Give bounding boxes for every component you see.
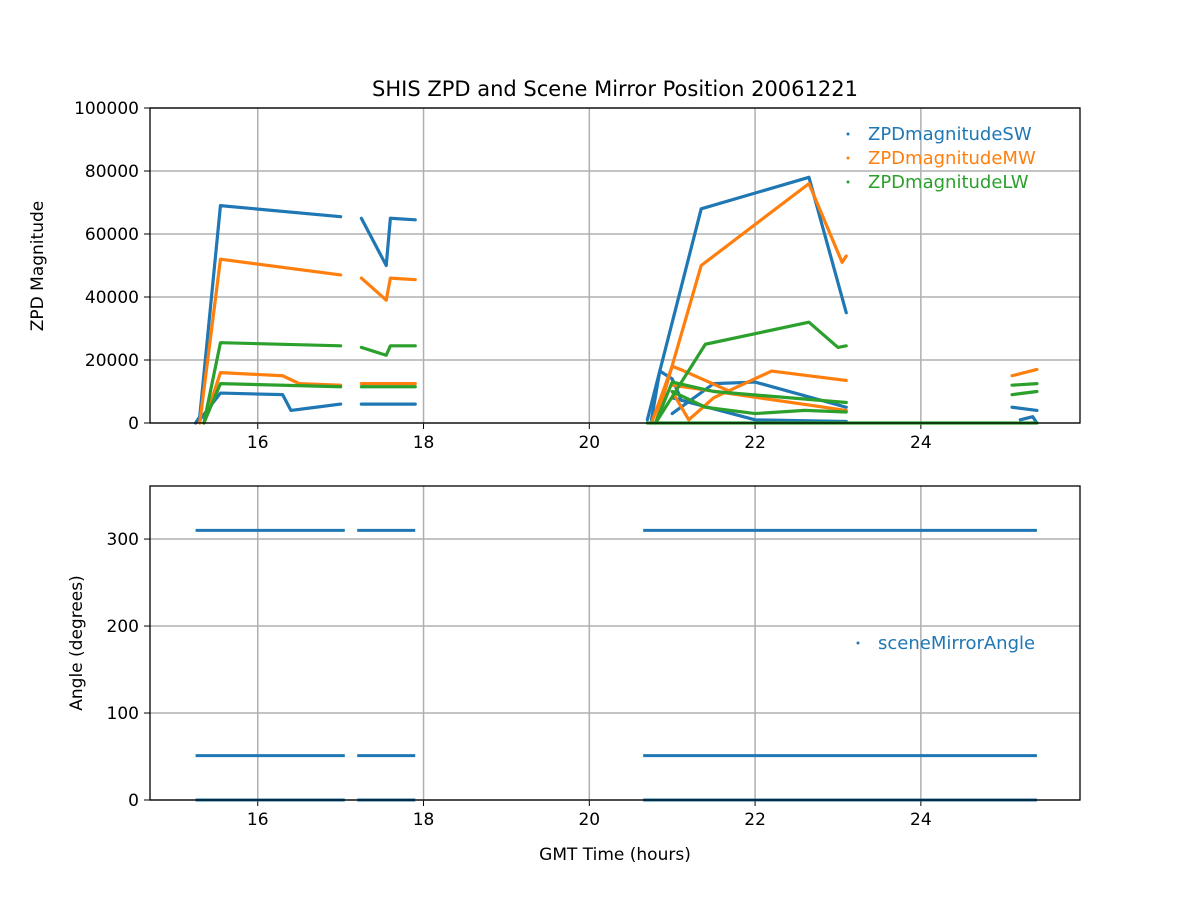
y-tick-label: 100 — [107, 704, 139, 724]
series-ZPDmagnitudeSW-trace — [1018, 415, 1039, 425]
x-tick-label: 16 — [247, 810, 269, 830]
x-tick-label: 24 — [910, 810, 932, 830]
series-ZPDmagnitudeLW-trace — [654, 380, 848, 425]
x-tick-label: 22 — [744, 810, 766, 830]
series-ZPDmagnitudeSW-trace — [198, 391, 343, 422]
y-tick-label: 40000 — [85, 288, 139, 308]
series-ZPDmagnitudeLW-trace — [1010, 382, 1039, 387]
legend-label: ZPDmagnitudeMW — [868, 148, 1036, 169]
legend-marker — [846, 180, 850, 184]
axes-frame — [149, 485, 1081, 801]
legend-label: ZPDmagnitudeSW — [868, 124, 1032, 145]
y-tick-label: 0 — [128, 791, 139, 811]
x-tick-label: 16 — [247, 433, 269, 453]
series-ZPDmagnitudeMW-trace — [654, 182, 848, 425]
y-tick-label: 80000 — [85, 162, 139, 182]
legend-marker — [846, 132, 850, 136]
axes-frame — [149, 107, 1081, 424]
x-tick-label: 22 — [744, 433, 766, 453]
y-tick-label: 100000 — [74, 99, 139, 119]
top-y-axis-label: ZPD Magnitude — [28, 201, 48, 331]
series-ZPDmagnitudeSW-trace — [670, 380, 848, 416]
x-tick-label: 18 — [413, 433, 435, 453]
series-ZPDmagnitudeSW-trace — [193, 204, 343, 425]
series-ZPDmagnitudeLW-trace — [1010, 389, 1039, 397]
series-ZPDmagnitudeLW-trace — [654, 320, 848, 425]
bottom-y-axis-label: Angle (degrees) — [67, 575, 87, 710]
series-ZPDmagnitudeSW-trace — [645, 175, 848, 422]
series-ZPDmagnitudeLW-trace — [202, 382, 343, 425]
series-ZPDmagnitudeLW-trace — [202, 341, 343, 425]
series-ZPDmagnitudeMW-trace — [359, 276, 417, 302]
legend-marker — [846, 156, 850, 160]
x-axis-label: GMT Time (hours) — [539, 845, 691, 865]
legend-marker — [856, 641, 860, 645]
y-tick-label: 60000 — [85, 225, 139, 245]
x-tick-label: 24 — [910, 433, 932, 453]
series-ZPDmagnitudeSW-trace — [359, 216, 417, 268]
bottom-axes: 16 18 20 22 24 0 100 200 300 sceneMirrorAngle — [107, 485, 1081, 830]
legend-label: sceneMirrorAngle — [878, 633, 1035, 654]
series-ZPDmagnitudeMW-trace — [649, 364, 732, 425]
series-ZPDmagnitudeMW-trace — [198, 257, 343, 425]
series-ZPDmagnitudeLW-trace — [359, 344, 417, 357]
series-ZPDmagnitudeMW-trace — [670, 369, 848, 422]
y-tick-label: 20000 — [85, 351, 139, 371]
x-tick-label: 20 — [578, 433, 600, 453]
y-tick-label: 300 — [107, 530, 139, 550]
series-ZPDmagnitudeMW-trace — [202, 371, 343, 425]
legend-label: ZPDmagnitudeLW — [868, 172, 1029, 193]
series-ZPDmagnitudeLW-trace — [670, 389, 848, 416]
y-tick-label: 0 — [128, 414, 139, 434]
top-axes: 16 18 20 22 24 0 20000 40000 60000 80000 100000 ZPD… — [74, 99, 1081, 453]
x-tick-label: 18 — [413, 810, 435, 830]
x-tick-label: 20 — [578, 810, 600, 830]
series-ZPDmagnitudeSW-trace — [1010, 405, 1039, 412]
chart-title: SHIS ZPD and Scene Mirror Position 20061… — [372, 77, 858, 101]
series-ZPDmagnitudeMW-trace — [1010, 367, 1039, 378]
y-tick-label: 200 — [107, 617, 139, 637]
